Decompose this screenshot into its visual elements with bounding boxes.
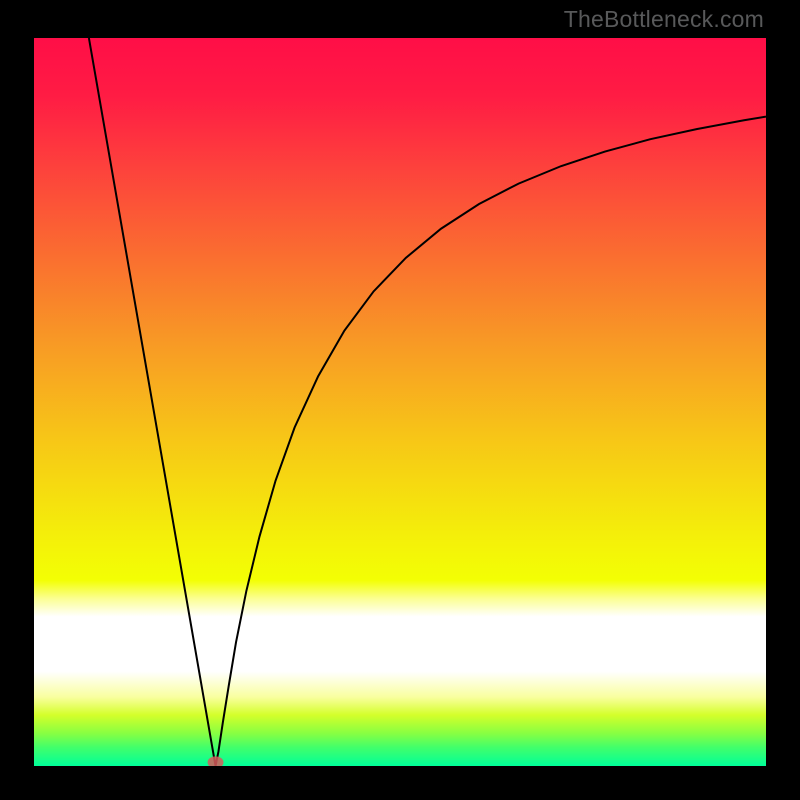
frame-bottom (0, 766, 800, 800)
watermark-text: TheBottleneck.com (564, 6, 764, 33)
frame-left (0, 0, 34, 800)
gradient-background (34, 38, 766, 766)
plot-svg (34, 38, 766, 766)
plot-area (34, 38, 766, 766)
frame-right (766, 0, 800, 800)
